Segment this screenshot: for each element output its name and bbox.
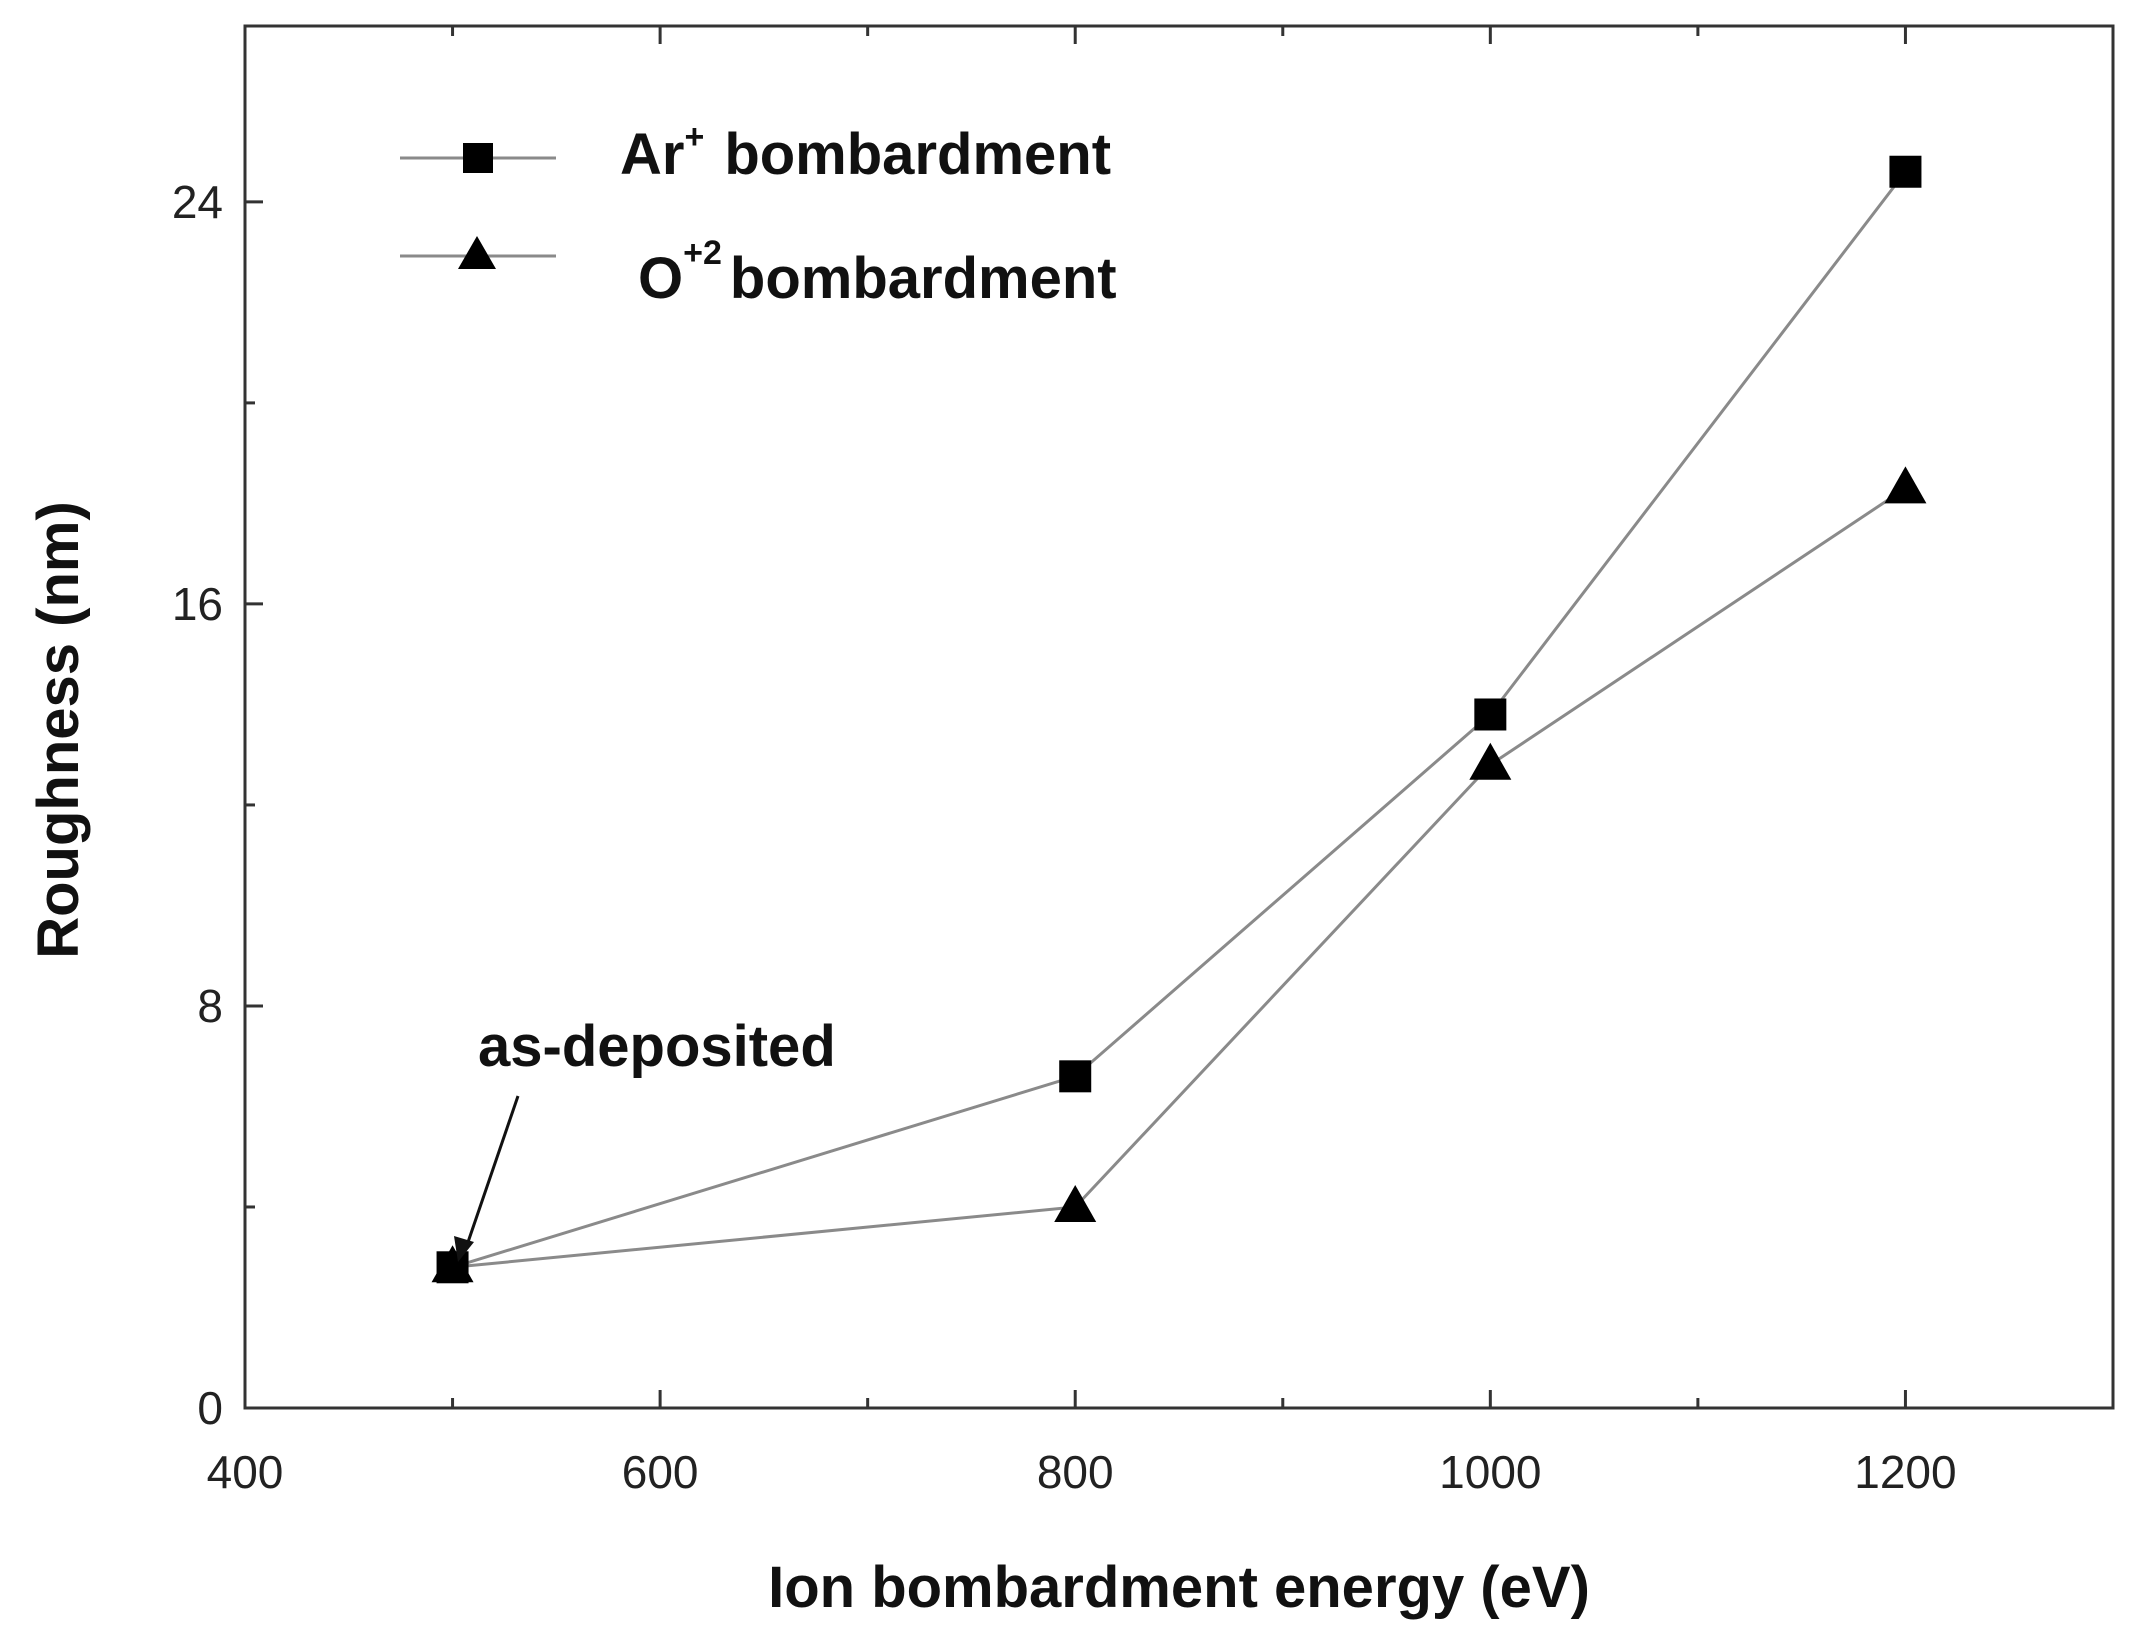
data-point-square bbox=[1474, 698, 1507, 731]
y-axis-title: Roughness (nm) bbox=[26, 501, 91, 959]
data-point-square bbox=[1059, 1060, 1092, 1093]
data-point-square bbox=[1889, 155, 1922, 188]
legend-label-o-rest: bombardment bbox=[730, 246, 1117, 311]
legend-label-ar-base: Ar bbox=[620, 122, 684, 187]
legend-label-o-sup: +2 bbox=[683, 234, 722, 272]
series-lines bbox=[452, 170, 1907, 1269]
y-tick-label: 24 bbox=[172, 176, 223, 228]
x-tick-label: 800 bbox=[1037, 1446, 1114, 1498]
y-axis-ticks: 0 8 16 24 bbox=[172, 176, 263, 1434]
legend-marker-triangle bbox=[458, 236, 496, 269]
y-tick-label: 0 bbox=[197, 1382, 223, 1434]
x-tick-label: 400 bbox=[207, 1446, 284, 1498]
legend-label-ar-rest: bombardment bbox=[724, 122, 1111, 187]
data-point-triangle bbox=[1469, 742, 1512, 780]
x-axis-title: Ion bombardment energy (eV) bbox=[768, 1555, 1590, 1620]
x-tick-label: 1000 bbox=[1439, 1446, 1541, 1498]
legend: Ar+ bombardment O+2 bombardment bbox=[400, 118, 1117, 311]
annotation-as-deposited: as-deposited bbox=[454, 1014, 836, 1262]
x-tick-label: 1200 bbox=[1854, 1446, 1956, 1498]
data-point-triangle bbox=[1054, 1184, 1097, 1222]
y-tick-label: 8 bbox=[197, 980, 223, 1032]
plot-area bbox=[243, 24, 2115, 1410]
series-markers bbox=[431, 155, 1927, 1284]
legend-item-ar: Ar+ bombardment bbox=[400, 118, 1111, 187]
series-line-1 bbox=[452, 487, 1907, 1269]
legend-marker-square bbox=[463, 143, 493, 173]
legend-label-ar-sup: + bbox=[684, 118, 704, 156]
x-tick-label: 600 bbox=[622, 1446, 699, 1498]
series-line-0 bbox=[452, 170, 1907, 1269]
legend-label-o-base: O bbox=[638, 246, 683, 311]
data-point-triangle bbox=[431, 1245, 474, 1283]
data-point-triangle bbox=[1884, 466, 1927, 504]
x-axis-ticks: 400 600 800 1000 1200 bbox=[207, 26, 2115, 1498]
annotation-arrow-line bbox=[464, 1095, 520, 1249]
annotation-text: as-deposited bbox=[478, 1014, 836, 1079]
legend-label-ar: Ar+ bombardment bbox=[620, 118, 1111, 187]
annotation-arrow-head bbox=[454, 1236, 474, 1262]
y-tick-label: 16 bbox=[172, 578, 223, 630]
legend-item-o: O+2 bombardment bbox=[400, 234, 1117, 311]
legend-label-o: O+2 bombardment bbox=[638, 234, 1117, 311]
